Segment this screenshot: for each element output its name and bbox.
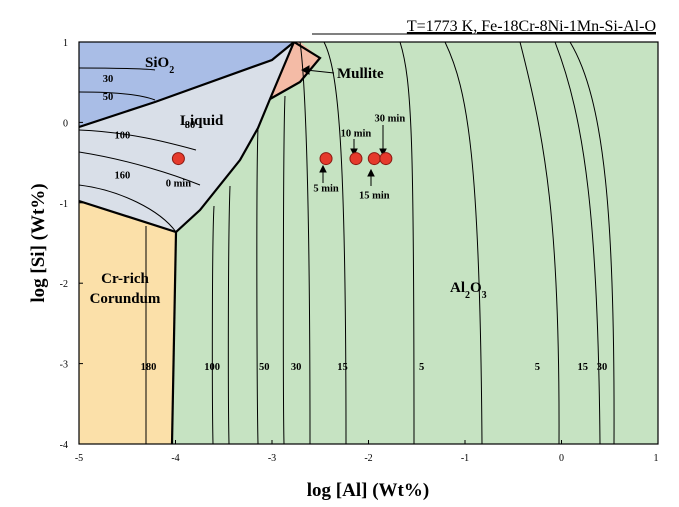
isoline-label: 100 <box>115 130 131 141</box>
mullite-label: Mullite <box>337 66 384 82</box>
x-tick-labels: -5 -4 -3 -2 -1 0 1 <box>75 453 659 464</box>
al2o3-region <box>172 42 658 444</box>
isoline-label: 5 <box>419 362 424 373</box>
axis-ticks <box>78 41 659 445</box>
sio2-region <box>79 42 294 127</box>
data-points <box>171 152 393 166</box>
chart-title: T=1773 K, Fe-18Cr-8Ni-1Mn-Si-Al-O <box>407 18 656 35</box>
isoline-label: 5 <box>535 362 540 373</box>
isoline-label: 15 <box>577 362 588 373</box>
data-point <box>367 152 381 166</box>
data-point <box>379 152 393 166</box>
point-label: 5 min <box>313 184 339 195</box>
mullite-arrow <box>300 65 335 75</box>
data-point <box>171 152 185 166</box>
x-tick-label: 0 <box>559 453 564 464</box>
y-axis-label: log [Si] (Wt%) <box>28 183 49 302</box>
isoline-label: 180 <box>141 362 157 373</box>
iso-lines <box>79 42 615 444</box>
y-tick-label: 0 <box>63 118 68 129</box>
y-tick-label: -4 <box>60 440 68 451</box>
corundum-label-line1: Cr-rich <box>101 271 149 287</box>
point-labels: 0 min 5 min 10 min 15 min 30 min <box>166 114 406 202</box>
y-tick-label: -3 <box>60 360 68 371</box>
y-tick-label: 1 <box>63 38 68 49</box>
x-tick-label: -3 <box>268 453 276 464</box>
x-tick-label: 1 <box>654 453 659 464</box>
point-label: 30 min <box>375 114 406 125</box>
x-tick-label: -5 <box>75 453 83 464</box>
corundum-region <box>79 201 176 444</box>
isoline-label: 30 <box>291 362 302 373</box>
isoline-label: 15 <box>337 362 348 373</box>
isoline-label: 50 <box>259 362 270 373</box>
x-tick-label: -1 <box>461 453 469 464</box>
point-label: 10 min <box>341 129 372 140</box>
liquid-region <box>79 42 294 232</box>
corundum-label-line2: Corundum <box>90 291 161 307</box>
x-axis-label: log [Al] (Wt%) <box>307 480 429 501</box>
isoline-label: 160 <box>115 171 131 182</box>
x-tick-label: -2 <box>364 453 372 464</box>
point-label: 0 min <box>166 179 192 190</box>
mullite-region <box>270 42 320 99</box>
data-point <box>319 152 333 166</box>
al2o3-label: Al2O3 <box>450 280 487 301</box>
sio2-label: SiO2 <box>145 55 174 76</box>
point-label: 15 min <box>359 191 390 202</box>
data-point <box>349 152 363 166</box>
isoline-label: 50 <box>103 92 114 103</box>
y-tick-label: -2 <box>60 279 68 290</box>
y-tick-labels: 1 0 -1 -2 -3 -4 <box>60 38 68 451</box>
isoline-label: 30 <box>103 74 114 85</box>
isoline-label: 30 <box>597 362 608 373</box>
isoline-label: 80 <box>185 120 196 131</box>
liquid-label: Liquid <box>180 113 224 129</box>
y-tick-label: -1 <box>60 199 68 210</box>
time-arrows <box>319 125 387 186</box>
x-tick-label: -4 <box>171 453 179 464</box>
isoline-label: 100 <box>204 362 220 373</box>
isoline-labels: 30 50 100 80 160 180 100 50 30 15 5 5 15 30 <box>103 74 608 373</box>
